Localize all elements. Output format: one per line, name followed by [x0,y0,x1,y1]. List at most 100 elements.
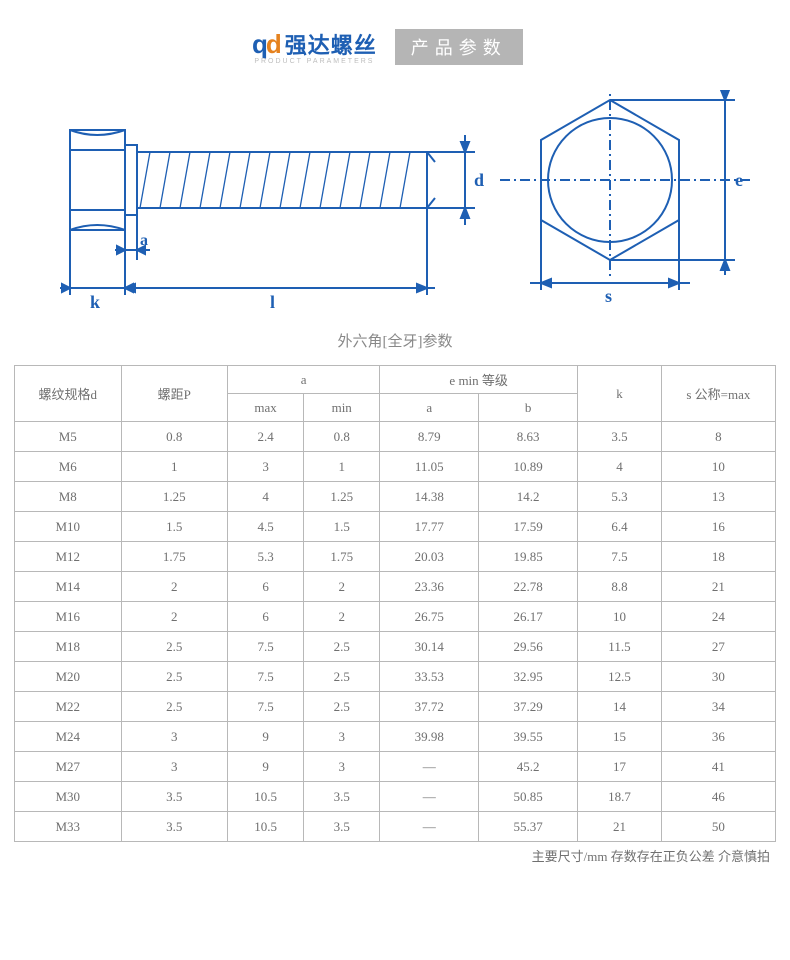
table-cell: 7.5 [578,542,662,572]
table-cell: 17.59 [479,512,578,542]
th-k: k [578,366,662,422]
table-cell: 12.5 [578,662,662,692]
table-cell: M33 [15,812,122,842]
table-row: M613111.0510.89410 [15,452,776,482]
table-cell: 18 [661,542,775,572]
table-cell: M24 [15,722,122,752]
table-cell: 9 [228,722,304,752]
spec-table-wrap: 螺纹规格d 螺距P a e min 等级 k s 公称=max max min … [14,365,776,865]
table-cell: 14.2 [479,482,578,512]
logo: q d 强达螺丝 PRODUCT PARAMETERS [252,28,377,65]
table-cell: 7.5 [228,692,304,722]
table-cell: M18 [15,632,122,662]
table-cell: 5.3 [578,482,662,512]
table-cell: 8.79 [380,422,479,452]
table-cell: 4 [228,482,304,512]
table-cell: 3 [228,452,304,482]
table-cell: 3 [304,752,380,782]
table-cell: 6 [228,572,304,602]
table-cell: 21 [578,812,662,842]
table-cell: 20.03 [380,542,479,572]
table-cell: 29.56 [479,632,578,662]
table-row: M50.82.40.88.798.633.58 [15,422,776,452]
table-cell: 10 [661,452,775,482]
parameters-badge: 产品参数 [395,29,523,65]
table-cell: 3.5 [304,782,380,812]
table-cell: 2.5 [304,662,380,692]
th-d: 螺纹规格d [15,366,122,422]
th-a: a [228,366,380,394]
table-row: M333.510.53.5—55.372150 [15,812,776,842]
table-cell: 1.25 [121,482,228,512]
table-cell: 46 [661,782,775,812]
table-cell: 1.5 [121,512,228,542]
table-cell: 2 [121,602,228,632]
table-cell: 10 [578,602,662,632]
table-cell: M27 [15,752,122,782]
table-row: M1426223.3622.788.821 [15,572,776,602]
table-cell: 3.5 [121,812,228,842]
table-cell: 10.5 [228,812,304,842]
table-cell: 30 [661,662,775,692]
table-cell: 4 [578,452,662,482]
table-cell: 19.85 [479,542,578,572]
table-cell: 1.75 [121,542,228,572]
table-cell: 2.5 [121,662,228,692]
table-cell: 6.4 [578,512,662,542]
table-cell: M6 [15,452,122,482]
logo-letter-d: d [266,29,282,60]
th-e: e min 等级 [380,366,578,394]
table-cell: 55.37 [479,812,578,842]
table-cell: M22 [15,692,122,722]
table-cell: 14.38 [380,482,479,512]
spec-table: 螺纹规格d 螺距P a e min 等级 k s 公称=max max min … [14,365,776,842]
table-row: M182.57.52.530.1429.5611.527 [15,632,776,662]
table-cell: 1.25 [304,482,380,512]
table-row: M101.54.51.517.7717.596.416 [15,512,776,542]
diagram-caption: 外六角[全牙]参数 [0,330,790,351]
table-row: M81.2541.2514.3814.25.313 [15,482,776,512]
table-row: M303.510.53.5—50.8518.746 [15,782,776,812]
th-p: 螺距P [121,366,228,422]
table-row: M27393—45.21741 [15,752,776,782]
table-cell: M8 [15,482,122,512]
spec-table-body: M50.82.40.88.798.633.58M613111.0510.8941… [15,422,776,842]
logo-text-cn: 强达螺丝 [285,28,377,60]
table-cell: 22.78 [479,572,578,602]
table-cell: 26.75 [380,602,479,632]
table-cell: 3 [121,722,228,752]
table-cell: 8.8 [578,572,662,602]
table-cell: 23.36 [380,572,479,602]
table-cell: M20 [15,662,122,692]
table-cell: 37.72 [380,692,479,722]
table-cell: 16 [661,512,775,542]
table-cell: 8 [661,422,775,452]
th-e-b: b [479,394,578,422]
table-cell: — [380,752,479,782]
table-cell: 17 [578,752,662,782]
table-cell: 32.95 [479,662,578,692]
table-cell: 27 [661,632,775,662]
table-cell: 50.85 [479,782,578,812]
header: q d 强达螺丝 PRODUCT PARAMETERS 产品参数 [252,28,523,65]
table-cell: 26.17 [479,602,578,632]
table-cell: 2.5 [121,692,228,722]
table-cell: 2 [304,572,380,602]
table-cell: 10.5 [228,782,304,812]
table-cell: 10.89 [479,452,578,482]
table-cell: 3.5 [121,782,228,812]
table-cell: 9 [228,752,304,782]
table-cell: 2 [121,572,228,602]
table-cell: 1 [121,452,228,482]
table-cell: — [380,812,479,842]
table-cell: 37.29 [479,692,578,722]
table-cell: 36 [661,722,775,752]
dim-label-l: l [270,292,275,312]
table-row: M2439339.9839.551536 [15,722,776,752]
table-cell: M10 [15,512,122,542]
table-cell: 8.63 [479,422,578,452]
table-cell: 33.53 [380,662,479,692]
table-cell: 1.75 [304,542,380,572]
table-cell: 4.5 [228,512,304,542]
table-row: M202.57.52.533.5332.9512.530 [15,662,776,692]
